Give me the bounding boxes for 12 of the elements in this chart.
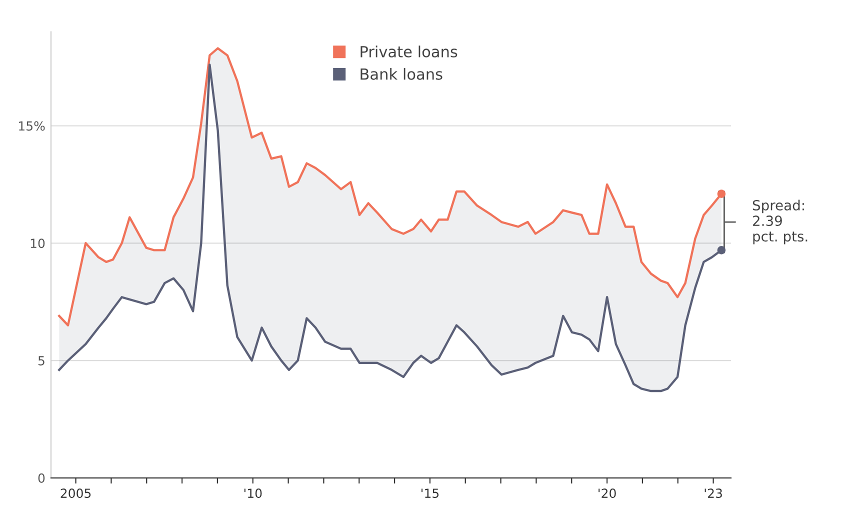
legend-label: Private loans: [360, 46, 458, 58]
y-tick-label: 0: [38, 473, 45, 483]
y-tick-label: 15%: [19, 121, 45, 131]
text: Spread: 2.39 pct. pts.: [752, 200, 808, 244]
x-tick-label: '15: [421, 488, 439, 498]
y-tick-label: 10: [30, 238, 45, 248]
y-tick-label: 5: [38, 356, 44, 366]
x-tick-label: 2005: [60, 488, 91, 498]
x-tick-label: '10: [244, 488, 262, 498]
x-tick-label: '20: [598, 488, 616, 498]
x-tick-label: '23: [704, 488, 722, 498]
legend-label: Bank loans: [360, 68, 442, 80]
